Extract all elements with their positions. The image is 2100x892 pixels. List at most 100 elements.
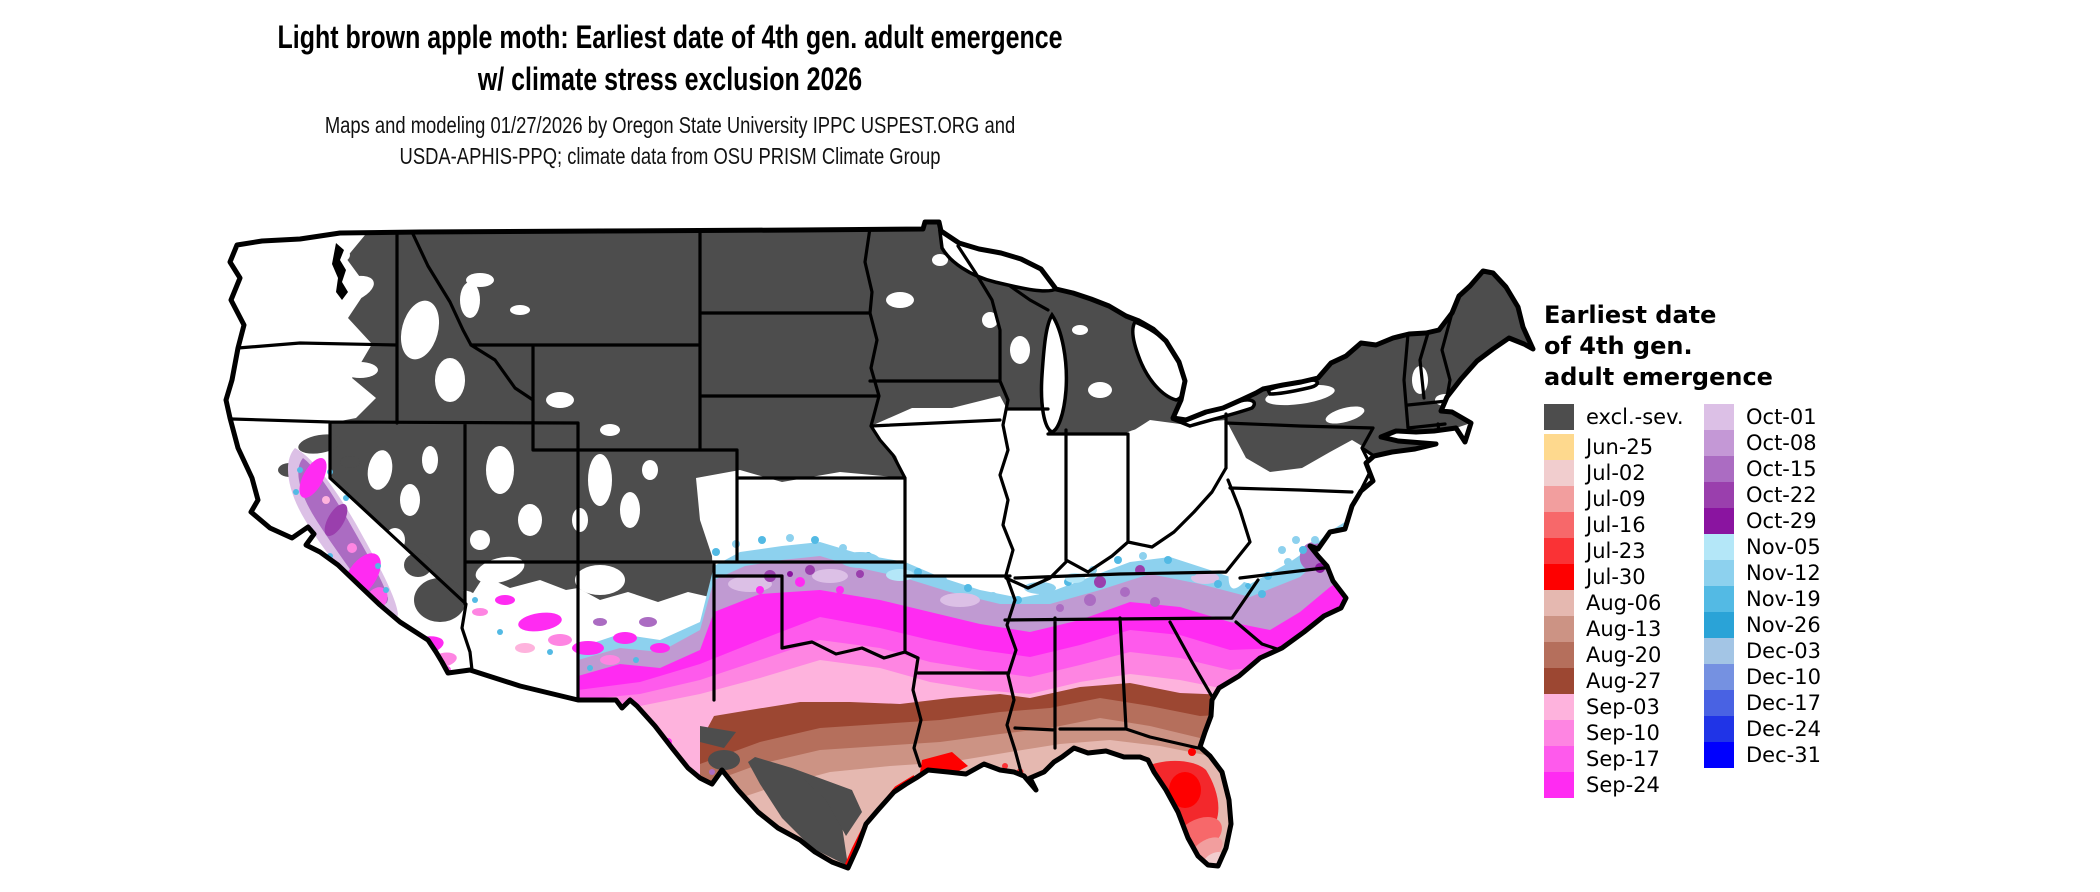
- legend-entry-label: Aug-06: [1586, 590, 1662, 615]
- legend-entry-label: Jul-09: [1586, 486, 1646, 511]
- legend-entry-label: Nov-19: [1746, 586, 1821, 611]
- legend-swatch: [1704, 637, 1734, 664]
- legend-entry-label: Sep-03: [1586, 694, 1660, 719]
- legend-entry-label: Jul-16: [1586, 512, 1646, 537]
- legend-title-line-2: of 4th gen.: [1544, 332, 1693, 361]
- legend-entry: Jul-23: [1544, 537, 1704, 564]
- legend-title-line-1: Earliest date: [1544, 301, 1717, 329]
- legend-swatch: [1704, 689, 1734, 716]
- legend-entry: Sep-03: [1544, 693, 1704, 720]
- legend-swatch: [1704, 507, 1734, 534]
- map-region-az-nm: [472, 595, 715, 784]
- legend-entry: Oct-08: [1704, 429, 1874, 456]
- legend-entry: Aug-13: [1544, 615, 1704, 642]
- subtitle-line-1: Maps and modeling 01/27/2026 by Oregon S…: [324, 112, 1016, 138]
- legend-entry: Dec-31: [1704, 741, 1874, 768]
- legend-entry-label: Dec-17: [1746, 690, 1821, 715]
- legend-swatch: [1704, 455, 1734, 482]
- florida-keys: [1170, 868, 1227, 880]
- legend-columns: excl.-sev. Jun-25 Jul-02 Jul-09 Jul-16 Jul-23…: [1544, 403, 1964, 798]
- legend-entry: Jul-16: [1544, 511, 1704, 538]
- legend-swatch: [1544, 589, 1574, 616]
- legend-entry: Aug-27: [1544, 667, 1704, 694]
- legend-title-line-3: adult emergence: [1544, 363, 1773, 392]
- header: Light brown apple moth: Earliest date of…: [0, 16, 1340, 100]
- legend-entry: Sep-10: [1544, 719, 1704, 746]
- us-map: [223, 219, 1536, 880]
- legend-entry: Oct-01: [1704, 403, 1874, 430]
- legend-entry-label: Jun-25: [1586, 434, 1654, 459]
- page-subtitle: Maps and modeling 01/27/2026 by Oregon S…: [134, 110, 1206, 172]
- map-container: [200, 160, 1540, 892]
- legend-entry: Nov-26: [1704, 611, 1874, 638]
- legend-swatch: [1704, 741, 1734, 768]
- legend-entry-label: Aug-13: [1586, 616, 1662, 641]
- legend-entry-label: Nov-26: [1746, 612, 1821, 637]
- legend-entry: Sep-24: [1544, 771, 1704, 798]
- legend-entry: excl.-sev.: [1544, 403, 1704, 430]
- legend-swatch: [1704, 611, 1734, 638]
- legend-entry: Dec-03: [1704, 637, 1874, 664]
- legend-entry: Nov-19: [1704, 585, 1874, 612]
- band-oct-texture: [728, 565, 1219, 607]
- us-outline: [223, 219, 1536, 871]
- legend-swatch: [1704, 715, 1734, 742]
- title-line-2: w/ climate stress exclusion 2026: [477, 61, 863, 98]
- lake-michigan: [1039, 311, 1069, 434]
- legend-entry: Aug-06: [1544, 589, 1704, 616]
- legend-entry: Nov-12: [1704, 559, 1874, 586]
- legend-entry: Jul-30: [1544, 563, 1704, 590]
- legend-swatch: [1704, 429, 1734, 456]
- legend-swatch: [1544, 615, 1574, 642]
- legend-entry: Oct-15: [1704, 455, 1874, 482]
- map-region-appalachians: [1056, 491, 1276, 612]
- legend-entry: Jul-09: [1544, 485, 1704, 512]
- puget-sound: [332, 243, 348, 300]
- legend-entry: Aug-20: [1544, 641, 1704, 668]
- legend-swatch: [1544, 537, 1574, 564]
- legend-entry-label: Sep-17: [1586, 746, 1660, 771]
- legend-entry-label: Aug-20: [1586, 642, 1662, 667]
- legend-swatch: [1704, 559, 1734, 586]
- legend-entry-label: Nov-05: [1746, 534, 1821, 559]
- legend-entry-label: excl.-sev.: [1586, 404, 1684, 429]
- legend: Earliest date of 4th gen. adult emergenc…: [1544, 300, 1964, 798]
- legend-swatch: [1544, 641, 1574, 668]
- legend-entry-label: Aug-27: [1586, 668, 1662, 693]
- legend-swatch: [1704, 663, 1734, 690]
- legend-title: Earliest date of 4th gen. adult emergenc…: [1544, 300, 1964, 394]
- legend-swatch: [1544, 745, 1574, 772]
- legend-swatch: [1704, 481, 1734, 508]
- legend-entry: Dec-10: [1704, 663, 1874, 690]
- legend-entry-label: Dec-10: [1746, 664, 1821, 689]
- legend-swatch: [1544, 693, 1574, 720]
- legend-swatch: [1704, 533, 1734, 560]
- state-borders: [230, 226, 1454, 778]
- legend-entry-label: Jul-30: [1586, 564, 1646, 589]
- legend-entry-label: Dec-24: [1746, 716, 1821, 741]
- legend-entry: Jul-02: [1544, 459, 1704, 486]
- legend-entry-label: Sep-10: [1586, 720, 1660, 745]
- map-nov-speckles: [712, 534, 1319, 604]
- legend-swatch: [1544, 485, 1574, 512]
- legend-entry: Oct-29: [1704, 507, 1874, 534]
- legend-column-1: excl.-sev. Jun-25 Jul-02 Jul-09 Jul-16 Jul-23…: [1544, 403, 1704, 798]
- legend-entry-label: Nov-12: [1746, 560, 1821, 585]
- legend-swatch: [1704, 403, 1734, 430]
- legend-column-2: Oct-01 Oct-08 Oct-15 Oct-22 Oct-29 Nov-05 Nov-…: [1704, 403, 1874, 798]
- subtitle-line-2: USDA-APHIS-PPQ; climate data from OSU PR…: [399, 143, 941, 170]
- legend-entry: Nov-05: [1704, 533, 1874, 560]
- legend-entry: Oct-22: [1704, 481, 1874, 508]
- legend-entry: Sep-17: [1544, 745, 1704, 772]
- legend-entry: Jun-25: [1544, 433, 1704, 460]
- legend-swatch: [1544, 771, 1574, 798]
- legend-entry: Dec-17: [1704, 689, 1874, 716]
- legend-entry-label: Sep-24: [1586, 772, 1660, 797]
- title-line-1: Light brown apple moth: Earliest date of…: [277, 19, 1063, 55]
- legend-swatch: [1544, 403, 1574, 430]
- legend-entry-label: Oct-29: [1746, 508, 1817, 533]
- legend-swatch: [1544, 667, 1574, 694]
- legend-entry-label: Jul-02: [1586, 460, 1646, 485]
- legend-swatch: [1544, 433, 1574, 460]
